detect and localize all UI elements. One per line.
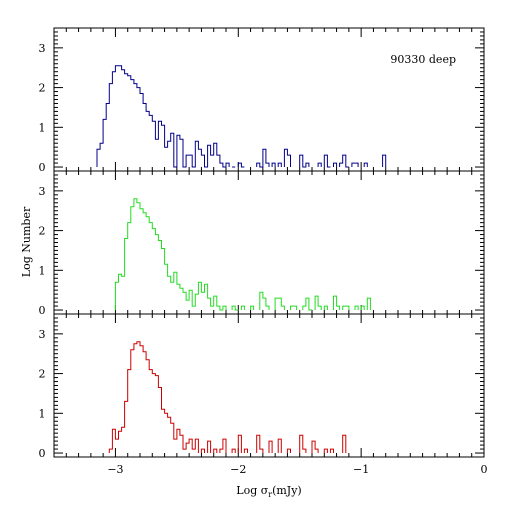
top-histogram-series bbox=[96, 65, 387, 168]
x-tick-label: 0 bbox=[481, 463, 488, 476]
y-tick-label: 2 bbox=[39, 368, 46, 381]
panel-top-frame bbox=[53, 27, 485, 172]
y-tick-label: 0 bbox=[39, 447, 46, 460]
y-tick-label: 3 bbox=[39, 185, 46, 198]
bottom-histogram-series bbox=[108, 341, 347, 453]
panel-top-y-tick-labels: 0 1 2 3 bbox=[39, 42, 46, 174]
x-tick-labels: −3 −2 −1 0 bbox=[107, 463, 487, 476]
panel-middle-frame bbox=[53, 170, 485, 315]
y-tick-label: 2 bbox=[39, 225, 46, 238]
middle-histogram-series bbox=[114, 198, 371, 311]
y-tick-label: 1 bbox=[39, 264, 46, 277]
y-tick-label: 2 bbox=[39, 82, 46, 95]
y-tick-label: 3 bbox=[39, 328, 46, 341]
y-tick-label: 0 bbox=[39, 304, 46, 317]
x-tick-label: −3 bbox=[107, 463, 123, 476]
panel-bottom: 0 1 2 3 −3 −2 −1 0 bbox=[39, 313, 488, 476]
y-tick-label: 1 bbox=[39, 121, 46, 134]
panel-middle: 0 1 2 3 bbox=[39, 170, 485, 317]
panel-bottom-ticks bbox=[53, 313, 485, 457]
panel-middle-ticks bbox=[53, 170, 485, 314]
panel-middle-y-tick-labels: 0 1 2 3 bbox=[39, 185, 46, 317]
x-tick-label: −1 bbox=[353, 463, 369, 476]
x-axis-label: Log σr(mJy) bbox=[236, 484, 301, 499]
y-axis-label: Log Number bbox=[20, 206, 33, 277]
y-tick-label: 0 bbox=[39, 161, 46, 174]
panel-annotation: 90330 deep bbox=[390, 53, 456, 66]
panel-top-ticks bbox=[53, 27, 485, 171]
panel-top: 90330 deep 0 1 2 3 bbox=[39, 27, 485, 174]
panel-bottom-y-tick-labels: 0 1 2 3 bbox=[39, 328, 46, 460]
y-tick-label: 1 bbox=[39, 407, 46, 420]
x-tick-label: −2 bbox=[230, 463, 246, 476]
y-tick-label: 3 bbox=[39, 42, 46, 55]
